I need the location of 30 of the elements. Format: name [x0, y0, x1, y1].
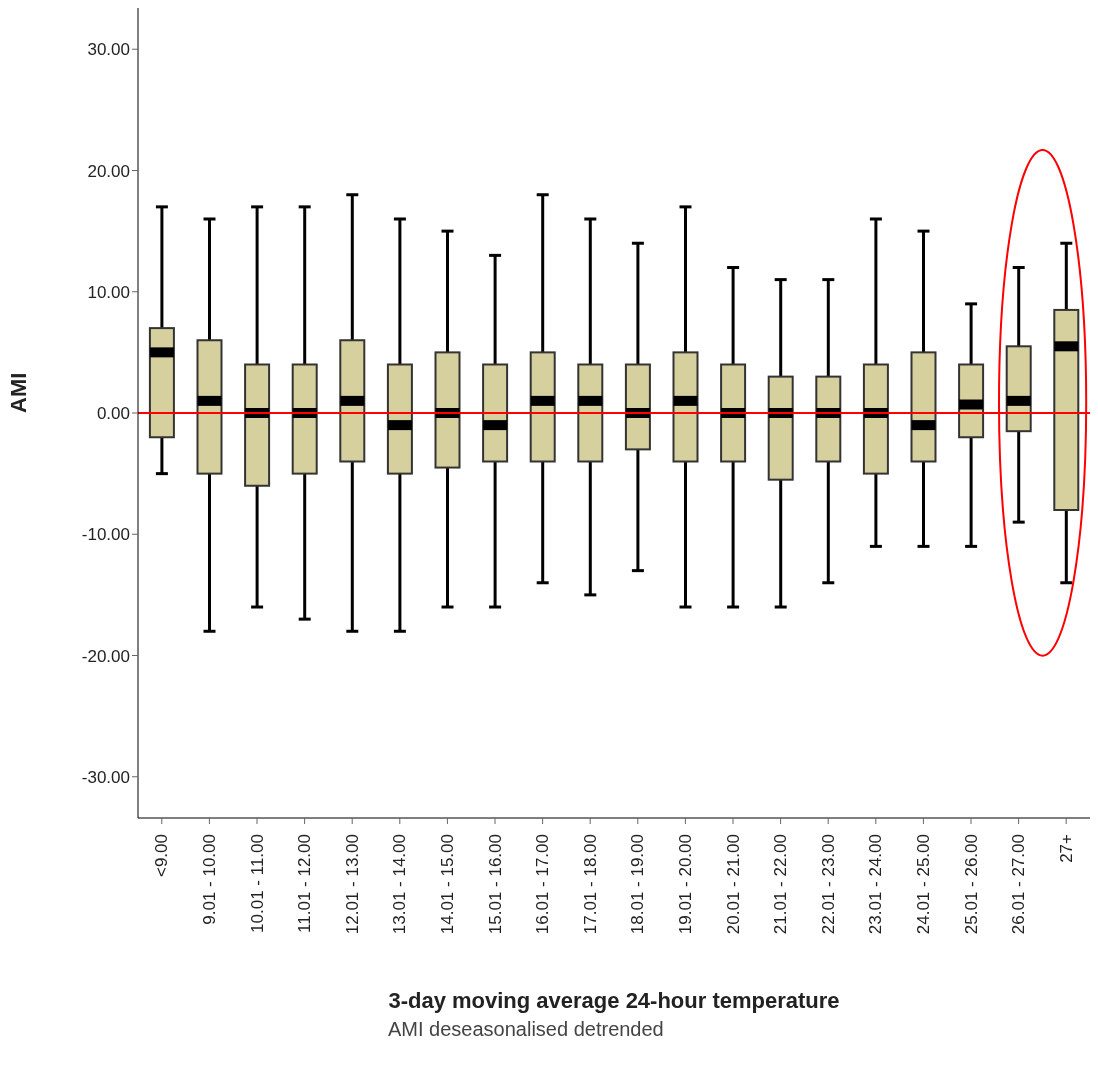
x-tick-label: 17.01 - 18.00: [580, 834, 600, 935]
y-tick-label: 10.00: [87, 282, 130, 302]
x-tick-label: 12.01 - 13.00: [342, 834, 362, 935]
x-tick-label: 15.01 - 16.00: [485, 834, 505, 935]
x-tick-label: 11.01 - 12.00: [295, 834, 315, 933]
x-tick-label: 25.01 - 26.00: [961, 834, 981, 935]
x-tick-label: 20.01 - 21.00: [723, 834, 743, 935]
text: AMI deseasonalised detrended: [388, 1018, 665, 1041]
x-tick-label: 9.01 - 10.00: [199, 834, 219, 925]
y-tick-label: -10.00: [81, 525, 130, 545]
y-tick-label: 20.00: [87, 161, 130, 181]
x-tick-label: 16.01 - 17.00: [533, 834, 553, 935]
y-tick-label: -30.00: [81, 767, 130, 787]
x-tick-label: 21.01 - 22.00: [771, 834, 791, 935]
x-tick-label: 26.01 - 27.00: [1009, 834, 1029, 935]
x-tick-label: 10.01 - 11.00: [247, 834, 267, 933]
x-tick-label: 18.01 - 19.00: [628, 834, 648, 935]
x-tick-label: 27+: [1056, 833, 1076, 863]
y-tick-label: -20.00: [81, 646, 130, 666]
x-axis-title: 3-day moving average 24-hour temperature: [388, 988, 840, 1013]
y-axis-title: AMI: [5, 372, 31, 413]
x-tick-label: 23.01 - 24.00: [866, 834, 886, 935]
y-tick-label: 30.00: [87, 40, 130, 60]
x-tick-label: 22.01 - 23.00: [818, 834, 838, 935]
x-tick-label: 24.01 - 25.00: [913, 834, 933, 935]
x-tick-label: <9.00: [152, 834, 172, 878]
y-tick-label: 0.00: [96, 404, 130, 424]
x-tick-label: 19.01 - 20.00: [675, 834, 695, 935]
x-tick-label: 13.01 - 14.00: [390, 834, 410, 935]
x-tick-label: 14.01 - 15.00: [437, 834, 457, 935]
